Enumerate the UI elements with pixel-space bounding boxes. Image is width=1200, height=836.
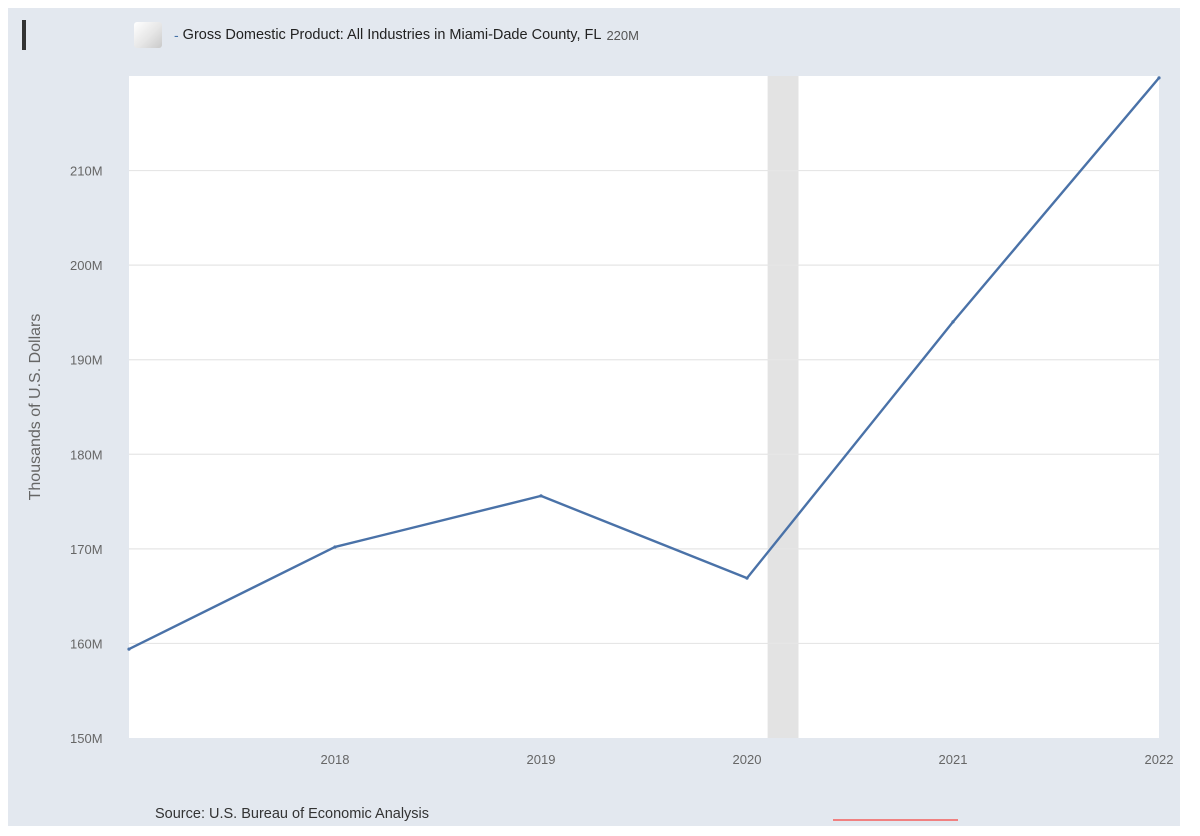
y-tick-label: 160M: [70, 636, 103, 651]
plot-area: [129, 76, 1159, 738]
legend-series-name[interactable]: Gross Domestic Product: All Industries i…: [182, 27, 602, 43]
y-tick-label: 150M: [70, 731, 103, 746]
data-point: [539, 494, 543, 498]
y-tick-label: 200M: [70, 258, 103, 273]
x-tick-label: 2020: [733, 752, 762, 767]
legend-dash: -: [174, 27, 179, 43]
series-line: [128, 77, 1160, 651]
legend[interactable]: - Gross Domestic Product: All Industries…: [134, 22, 639, 48]
recession-band: [767, 76, 799, 738]
x-tick-label: 2022: [1145, 752, 1174, 767]
legend-current-value: 220M: [606, 27, 639, 43]
x-tick-label: 2021: [939, 752, 968, 767]
data-point: [951, 320, 955, 324]
data-point: [745, 576, 749, 580]
y-tick-label: 190M: [70, 353, 103, 368]
source-note: Source: U.S. Bureau of Economic Analysis: [155, 806, 430, 822]
y-tick-label: 170M: [70, 542, 103, 557]
series-thumbnail-icon[interactable]: [134, 22, 162, 48]
panel-edge-mark: [22, 20, 26, 50]
data-point: [1157, 76, 1161, 80]
x-tick-label: 2018: [321, 752, 350, 767]
y-tick-label: 180M: [70, 447, 103, 462]
accent-underline: [833, 819, 958, 821]
y-axis-label: Thousands of U.S. Dollars: [27, 314, 44, 501]
y-tick-label: 210M: [70, 164, 103, 179]
data-point: [127, 647, 131, 651]
x-tick-label: 2019: [527, 752, 556, 767]
data-point: [333, 545, 337, 549]
